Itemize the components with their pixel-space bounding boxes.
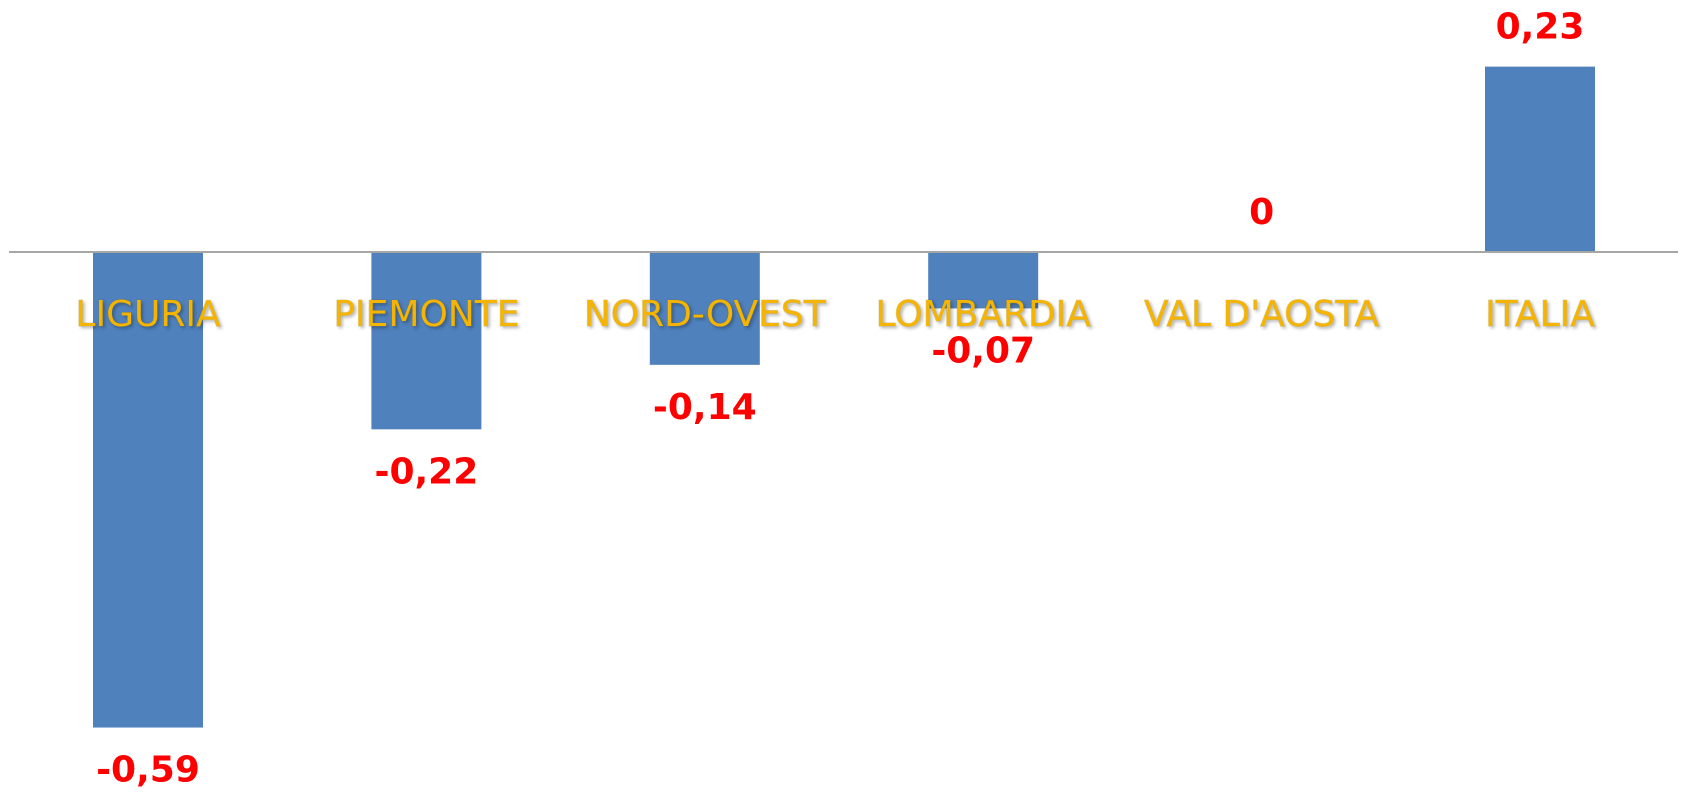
category-label: VAL D'AOSTA: [1144, 294, 1379, 335]
category-label: LOMBARDIA: [875, 294, 1091, 335]
category-label: ITALIA: [1485, 294, 1595, 335]
data-label: -0,07: [931, 330, 1035, 371]
bar: [1485, 66, 1595, 253]
category-label: LIGURIA: [75, 294, 221, 335]
data-label: 0: [1249, 192, 1274, 233]
data-label: 0,23: [1496, 7, 1585, 48]
data-label: -0,59: [96, 750, 200, 791]
bar: [93, 252, 203, 728]
category-label: PIEMONTE: [333, 294, 519, 335]
category-label: NORD-OVEST: [584, 294, 827, 335]
data-label: -0,22: [375, 451, 479, 492]
bar: [928, 252, 1039, 309]
bar: [371, 252, 482, 430]
data-label: -0,14: [653, 387, 757, 428]
bar: [649, 252, 760, 365]
